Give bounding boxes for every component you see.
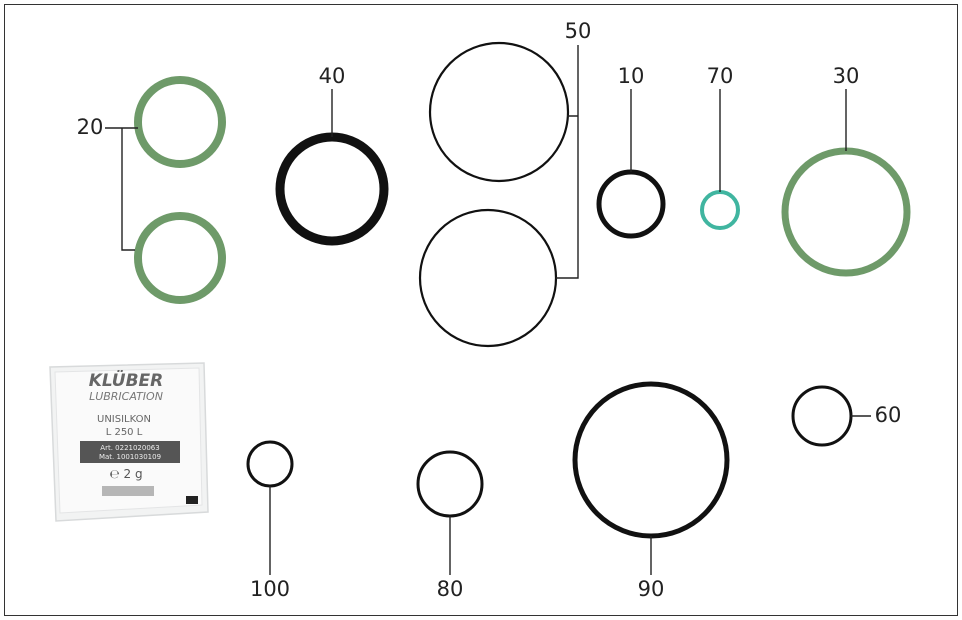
sachet-notch xyxy=(186,496,198,504)
callout: 90 xyxy=(638,577,665,601)
leader-50 xyxy=(556,45,579,279)
sachet-barcode xyxy=(102,486,154,496)
sachet-mat: Mat. 1001030109 xyxy=(99,453,161,461)
callout: 100 xyxy=(250,577,290,601)
leaders xyxy=(105,45,871,575)
callout: 10 xyxy=(618,64,645,88)
callout: 50 xyxy=(565,19,592,43)
ring-20a xyxy=(134,76,226,168)
callout: 60 xyxy=(875,403,902,427)
sachet-subbrand: LUBRICATION xyxy=(89,390,163,403)
ring-20b xyxy=(134,212,226,304)
callout: 20 xyxy=(77,115,104,139)
sachet-weight: ℮ 2 g xyxy=(109,467,142,481)
sachet-inner xyxy=(54,367,203,514)
callout: 30 xyxy=(833,64,860,88)
sachet-grade: L 250 L xyxy=(106,427,143,438)
sachet: KLÜBER LUBRICATION UNISILKON L 250 L Art… xyxy=(49,362,209,522)
callout: 70 xyxy=(707,64,734,88)
leader-20 xyxy=(105,127,138,251)
sachet-brand: KLÜBER xyxy=(89,369,164,391)
sachet-product: UNISILKON xyxy=(97,414,151,425)
ring-50a xyxy=(428,41,570,183)
sachet-code-band xyxy=(80,441,180,463)
sachet-art: Art. 0221020063 xyxy=(100,444,159,452)
callout: 80 xyxy=(437,577,464,601)
callout: 40 xyxy=(319,64,346,88)
